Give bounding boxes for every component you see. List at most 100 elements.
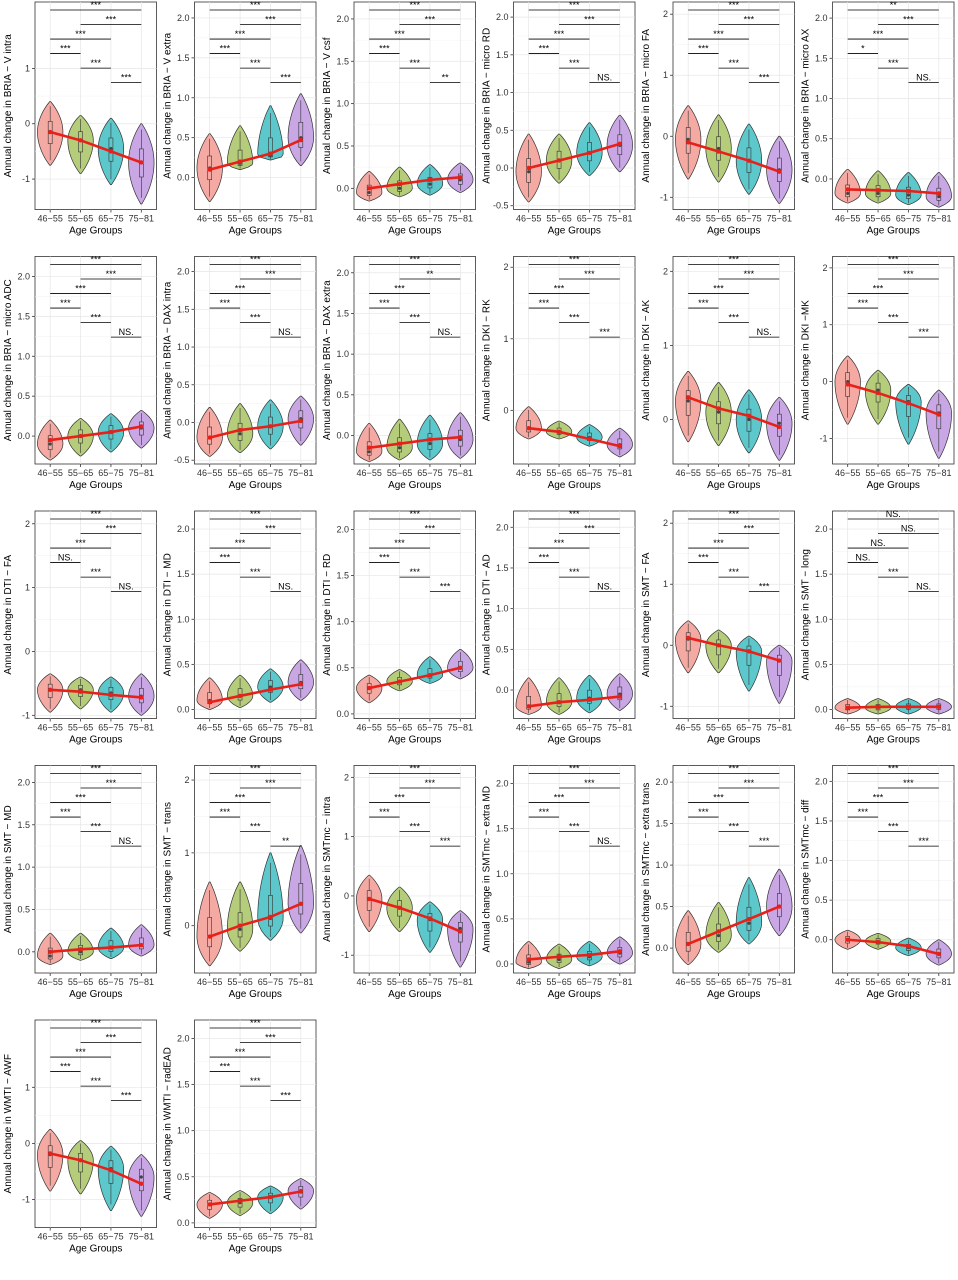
- x-axis-title: Age Groups: [867, 480, 920, 491]
- y-tick-label: 1: [663, 340, 668, 350]
- y-axis-title: Annual change in DKI − RK: [482, 299, 493, 421]
- significance-label: ***: [60, 1062, 71, 1072]
- median-point: [777, 421, 781, 425]
- significance-label: ***: [888, 255, 899, 265]
- y-tick-label: 0: [344, 891, 349, 901]
- significance-label: ***: [121, 73, 132, 83]
- trend-line: [527, 426, 622, 448]
- box-iqr: [936, 404, 942, 430]
- significance-label: ***: [265, 778, 276, 788]
- trend-point: [685, 395, 691, 400]
- significance-label: ***: [75, 538, 86, 548]
- trend-point: [845, 382, 850, 387]
- trend-line: [208, 1190, 303, 1206]
- x-tick-label: 55−65: [865, 977, 890, 987]
- y-tick-label: 0.5: [17, 391, 30, 401]
- significance-label: ***: [379, 44, 390, 54]
- x-tick-label: 65−75: [258, 214, 283, 224]
- y-tick-label: -1: [22, 1194, 30, 1204]
- box-iqr: [139, 1168, 144, 1192]
- x-axis-title: Age Groups: [548, 735, 601, 746]
- significance-label: ***: [440, 836, 451, 846]
- y-tick-label: 2: [663, 518, 668, 528]
- trend-line: [367, 897, 462, 933]
- chart-panel: 0.00.51.01.52.0**************NS.46−55 55−…: [322, 255, 476, 491]
- y-tick-label: 0.0: [815, 174, 828, 184]
- significance-label: ***: [584, 15, 595, 25]
- y-tick-label: 2.0: [815, 776, 828, 786]
- significance-label: ***: [379, 553, 390, 563]
- x-tick-label: 55−65: [227, 723, 252, 733]
- y-axis-title: Annual change in BRIA − DAX intra: [163, 281, 174, 438]
- x-tick-label: 75−81: [926, 723, 951, 733]
- y-tick-label: 1.0: [336, 617, 349, 627]
- trend-point: [108, 1168, 114, 1173]
- y-tick-label: 0.0: [496, 163, 509, 173]
- x-tick-label: 75−81: [129, 214, 154, 224]
- trend-point: [427, 437, 433, 442]
- trend-line: [846, 938, 941, 956]
- y-tick-label: 2: [503, 262, 508, 272]
- significance-label: ***: [440, 582, 451, 592]
- y-tick-label: 0: [663, 131, 668, 141]
- y-tick-label: 0.0: [177, 173, 190, 183]
- trend-line: [846, 383, 941, 416]
- y-tick-label: 1: [503, 334, 508, 344]
- x-tick-label: 65−75: [736, 977, 761, 987]
- x-tick-label: 55−65: [865, 468, 890, 478]
- y-tick-label: 0: [25, 646, 30, 656]
- significance-label: ***: [425, 778, 436, 788]
- trend-line: [208, 902, 303, 938]
- median-point: [716, 146, 721, 151]
- x-tick-label: 55−65: [387, 214, 412, 224]
- significance-label: ***: [713, 29, 724, 39]
- x-tick-label: 46−55: [197, 214, 222, 224]
- significance-label: ***: [106, 269, 117, 279]
- significance-label: ***: [90, 764, 101, 774]
- y-tick-label: 0: [663, 415, 668, 425]
- x-tick-label: 46−55: [38, 468, 63, 478]
- y-tick-label: 0.5: [177, 133, 190, 143]
- trend-point: [777, 904, 782, 909]
- x-tick-label: 55−65: [706, 723, 731, 733]
- significance-label: ***: [744, 269, 755, 279]
- x-tick-label: 46−55: [357, 723, 382, 733]
- significance-label: ***: [728, 255, 739, 265]
- trend-point: [427, 177, 433, 183]
- significance-label: ***: [394, 793, 405, 803]
- x-tick-label: 65−75: [577, 723, 602, 733]
- significance-label: ***: [90, 1018, 101, 1028]
- x-tick-label: 75−81: [288, 468, 313, 478]
- y-tick-label: 1: [25, 63, 30, 73]
- x-axis-title: Age Groups: [867, 735, 920, 746]
- x-tick-label: 65−75: [258, 723, 283, 733]
- trend-point: [906, 704, 911, 709]
- trend-point: [298, 137, 304, 143]
- trend-point: [207, 700, 212, 705]
- y-tick-label: 2.0: [496, 522, 509, 532]
- significance-label: ***: [235, 793, 246, 803]
- significance-label: ***: [698, 44, 709, 54]
- trend-point: [716, 406, 721, 411]
- significance-label: ***: [584, 524, 595, 534]
- significance-label: ***: [539, 44, 550, 54]
- significance-label: ***: [728, 764, 739, 774]
- y-tick-label: 0: [503, 405, 508, 415]
- x-axis-title: Age Groups: [229, 226, 282, 237]
- x-tick-label: 65−75: [98, 977, 123, 987]
- y-axis-title: Annual change in BRIA − V csf: [322, 37, 333, 174]
- chart-panel: 0.0 0.5 1.0 1.5 2.0 *** *** *** *** *** NS. 46−55 55…: [3, 255, 157, 491]
- trend-line: [367, 435, 462, 450]
- y-tick-label: 0.0: [177, 1218, 190, 1228]
- x-tick-label: 55−65: [387, 723, 412, 733]
- chart-panel: -0.5 0.0 0.5 1.0 1.5 2.0 *** *** *** *** *** NS. 46−…: [482, 0, 636, 237]
- y-tick-label: 1: [25, 583, 30, 593]
- x-axis-title: Age Groups: [388, 989, 441, 1000]
- x-axis-title: Age Groups: [388, 735, 441, 746]
- significance-label: ***: [888, 822, 899, 832]
- trend-point: [268, 151, 273, 156]
- x-tick-label: 55−65: [706, 977, 731, 987]
- significance-label: ***: [235, 538, 246, 548]
- significance-label: NS.: [278, 582, 293, 592]
